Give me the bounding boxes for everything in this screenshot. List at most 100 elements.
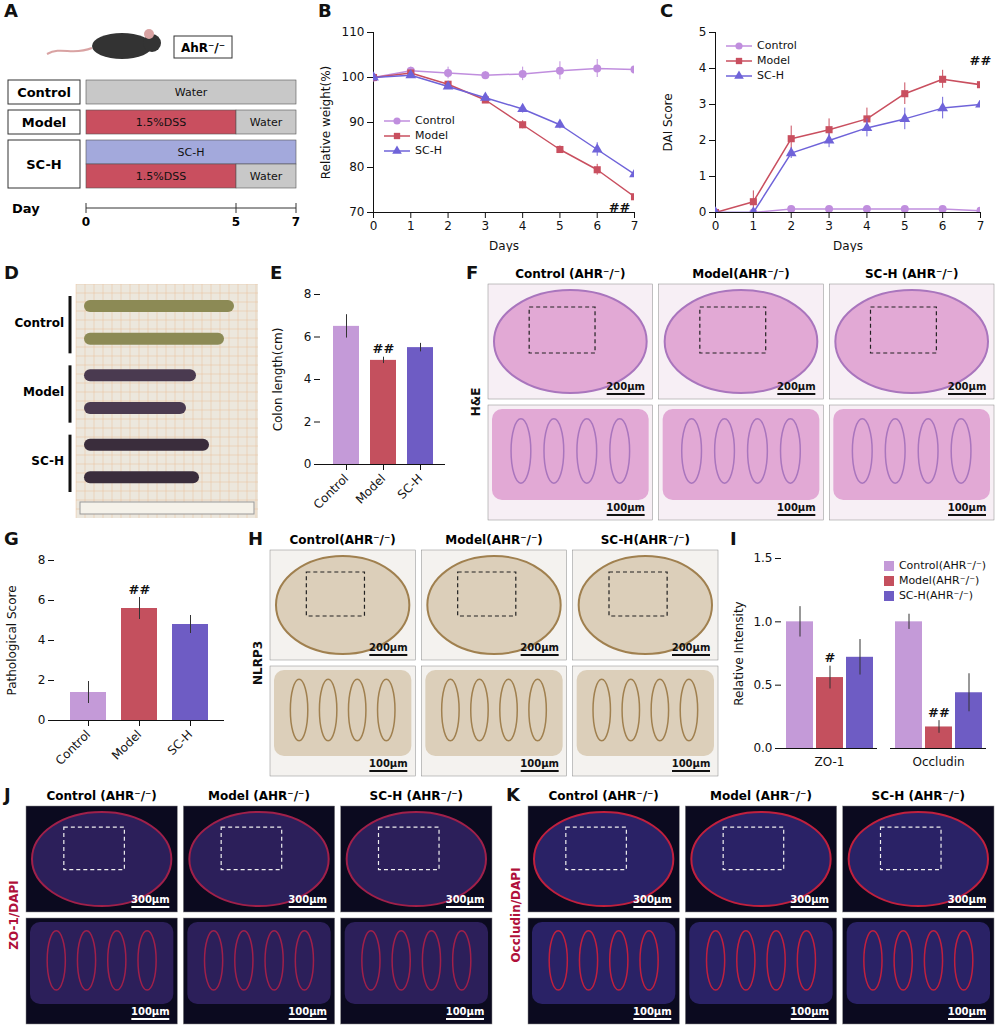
svg-text:80: 80 (349, 160, 364, 174)
svg-text:100μm: 100μm (790, 1006, 829, 1017)
svg-text:2: 2 (787, 219, 795, 233)
svg-text:Pathological Score: Pathological Score (5, 585, 19, 695)
svg-text:Occludin/DAPI: Occludin/DAPI (509, 867, 523, 962)
svg-text:SC-H (AHR⁻/⁻): SC-H (AHR⁻/⁻) (865, 267, 959, 281)
svg-text:300μm: 300μm (131, 894, 170, 905)
svg-text:SC-H: SC-H (178, 146, 205, 159)
svg-text:300μm: 300μm (446, 894, 485, 905)
svg-text:2: 2 (444, 219, 452, 233)
svg-text:##: ## (609, 200, 631, 215)
svg-text:110: 110 (342, 25, 365, 39)
svg-text:5: 5 (232, 215, 240, 229)
svg-text:5: 5 (901, 219, 909, 233)
svg-text:1.5: 1.5 (753, 551, 772, 565)
svg-text:4: 4 (38, 633, 46, 647)
svg-text:SC-H: SC-H (31, 454, 64, 468)
svg-text:SC-H (AHR⁻/⁻): SC-H (AHR⁻/⁻) (370, 789, 464, 803)
svg-text:1: 1 (699, 169, 707, 183)
svg-text:4: 4 (519, 219, 527, 233)
svg-text:Control: Control (311, 471, 352, 512)
svg-text:200μm: 200μm (777, 381, 816, 392)
svg-text:Control (AHR⁻/⁻): Control (AHR⁻/⁻) (548, 789, 658, 803)
svg-text:0: 0 (82, 215, 90, 229)
svg-text:Days: Days (833, 239, 863, 253)
svg-text:Water: Water (175, 86, 208, 99)
svg-text:Model: Model (23, 385, 64, 399)
svg-text:Model: Model (22, 115, 66, 130)
svg-text:1.5%DSS: 1.5%DSS (136, 116, 186, 129)
svg-text:90: 90 (349, 115, 364, 129)
svg-text:4: 4 (863, 219, 871, 233)
svg-text:6: 6 (939, 219, 947, 233)
svg-text:8: 8 (38, 553, 46, 567)
svg-text:2: 2 (699, 133, 707, 147)
svg-text:Control: Control (53, 727, 94, 768)
svg-text:6: 6 (304, 330, 312, 344)
svg-text:100μm: 100μm (369, 758, 408, 769)
svg-text:##: ## (129, 582, 151, 597)
svg-text:100μm: 100μm (777, 502, 816, 513)
svg-text:Days: Days (489, 239, 519, 253)
svg-text:1.0: 1.0 (753, 615, 772, 629)
svg-text:200μm: 200μm (672, 642, 711, 653)
svg-text:8: 8 (304, 287, 312, 301)
svg-text:Control (AHR⁻/⁻): Control (AHR⁻/⁻) (46, 789, 156, 803)
svg-text:6: 6 (38, 593, 46, 607)
svg-text:2: 2 (304, 415, 312, 429)
svg-text:SC-H: SC-H (395, 471, 426, 502)
svg-text:##: ## (970, 53, 992, 68)
svg-text:6: 6 (593, 219, 601, 233)
svg-text:1: 1 (750, 219, 758, 233)
svg-text:5: 5 (556, 219, 564, 233)
svg-text:SC-H: SC-H (165, 727, 196, 758)
svg-text:Water: Water (250, 170, 283, 183)
svg-text:7: 7 (631, 219, 639, 233)
svg-text:300μm: 300μm (790, 894, 829, 905)
svg-text:100μm: 100μm (288, 1006, 327, 1017)
svg-text:0: 0 (38, 713, 46, 727)
svg-text:Model (AHR⁻/⁻): Model (AHR⁻/⁻) (710, 789, 812, 803)
svg-text:##: ## (373, 341, 395, 356)
svg-text:Colon length(cm): Colon length(cm) (271, 328, 285, 432)
svg-text:0: 0 (370, 219, 378, 233)
svg-text:100μm: 100μm (948, 502, 987, 513)
svg-text:100μm: 100μm (672, 758, 711, 769)
svg-text:200μm: 200μm (369, 642, 408, 653)
svg-text:ZO-1: ZO-1 (815, 755, 845, 769)
svg-text:2: 2 (38, 673, 46, 687)
svg-text:Model (AHR⁻/⁻): Model (AHR⁻/⁻) (208, 789, 310, 803)
svg-text:NLRP3: NLRP3 (251, 641, 265, 685)
svg-text:4: 4 (304, 372, 312, 386)
svg-text:Day: Day (12, 201, 40, 216)
svg-text:3: 3 (482, 219, 490, 233)
svg-text:1.5%DSS: 1.5%DSS (136, 170, 186, 183)
svg-text:100μm: 100μm (948, 1006, 987, 1017)
svg-text:300μm: 300μm (948, 894, 987, 905)
svg-text:100: 100 (342, 70, 365, 84)
svg-text:Control(AHR⁻/⁻): Control(AHR⁻/⁻) (290, 533, 396, 547)
svg-text:100μm: 100μm (131, 1006, 170, 1017)
svg-text:DAI Score: DAI Score (661, 93, 675, 151)
svg-text:AhR⁻/⁻: AhR⁻/⁻ (181, 41, 225, 55)
svg-text:100μm: 100μm (520, 758, 559, 769)
svg-text:5: 5 (699, 25, 707, 39)
svg-text:Control (AHR⁻/⁻): Control (AHR⁻/⁻) (515, 267, 625, 281)
svg-text:100μm: 100μm (633, 1006, 672, 1017)
svg-text:0: 0 (304, 457, 312, 471)
svg-text:#: # (825, 650, 836, 665)
svg-text:Model: Model (353, 471, 388, 506)
svg-text:H&E: H&E (469, 388, 483, 417)
svg-text:200μm: 200μm (948, 381, 987, 392)
svg-text:Control: Control (14, 316, 64, 330)
svg-text:Control: Control (17, 85, 71, 100)
svg-text:Occludin: Occludin (912, 755, 964, 769)
svg-text:Relative Intensity: Relative Intensity (732, 601, 746, 705)
svg-text:100μm: 100μm (606, 502, 645, 513)
svg-text:1: 1 (407, 219, 415, 233)
svg-text:300μm: 300μm (288, 894, 327, 905)
svg-text:SC-H(AHR⁻/⁻): SC-H(AHR⁻/⁻) (601, 533, 690, 547)
svg-text:200μm: 200μm (606, 381, 645, 392)
svg-text:##: ## (928, 705, 950, 720)
svg-text:Model(AHR⁻/⁻): Model(AHR⁻/⁻) (692, 267, 790, 281)
svg-text:3: 3 (825, 219, 833, 233)
